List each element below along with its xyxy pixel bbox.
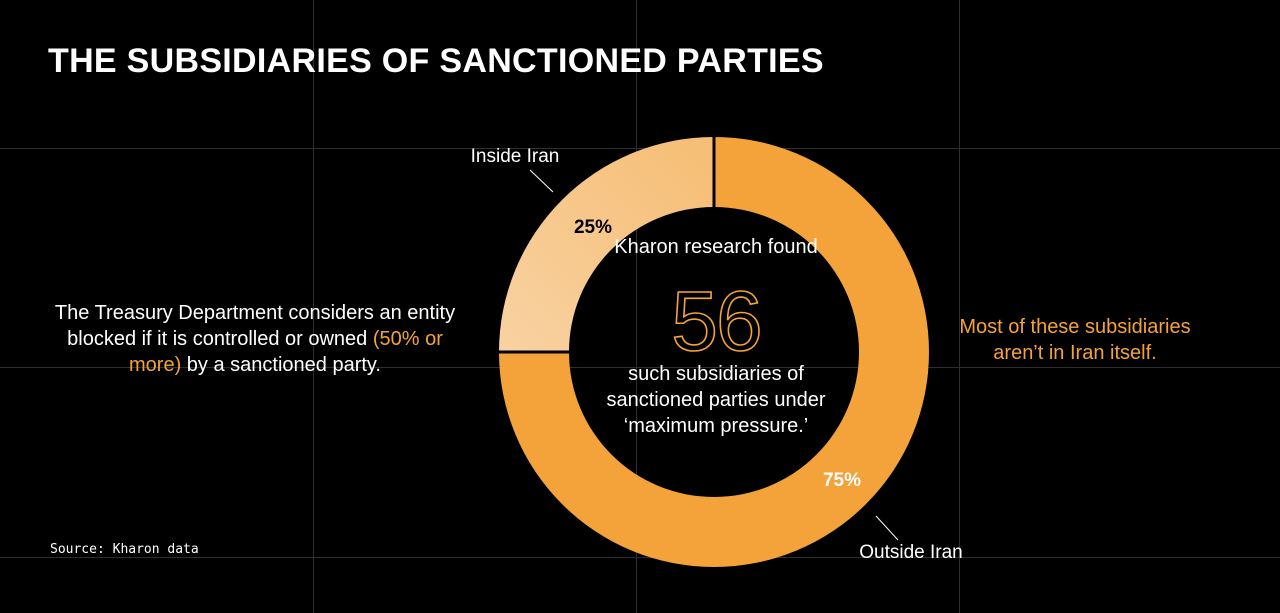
slice-name-label: Outside Iran [859, 542, 963, 563]
right-note: Most of these subsidiaries aren’t in Ira… [959, 316, 1191, 364]
left-note-highlight: (50% or more) [129, 328, 443, 376]
slice-percent-label: 75% [823, 470, 861, 491]
callout-line [529, 169, 554, 193]
center-number: 56 [670, 274, 763, 368]
slice-name-label: Inside Iran [471, 146, 560, 167]
left-note-text-end: by a sanctioned party. [186, 354, 381, 376]
source-note: Source: Kharon data [50, 542, 199, 557]
center-intro: Kharon research found [614, 236, 818, 258]
callout-line [875, 515, 899, 541]
left-note: The Treasury Department considers an ent… [40, 300, 470, 378]
grid-line [0, 148, 1280, 149]
grid-line [0, 367, 1280, 368]
grid-line [636, 0, 637, 613]
page-title: THE SUBSIDIARIES OF SANCTIONED PARTIES [48, 42, 824, 80]
grid-line [959, 0, 960, 613]
grid-line [313, 0, 314, 613]
grid-line [0, 557, 1280, 558]
pie-slice-outside-iran [499, 137, 929, 567]
pie-slice-inside-iran [499, 137, 714, 352]
center-outro: such subsidiaries of sanctioned parties … [606, 363, 826, 437]
left-note-text: The Treasury Department considers an ent… [54, 302, 456, 350]
slice-percent-label: 25% [574, 217, 612, 238]
